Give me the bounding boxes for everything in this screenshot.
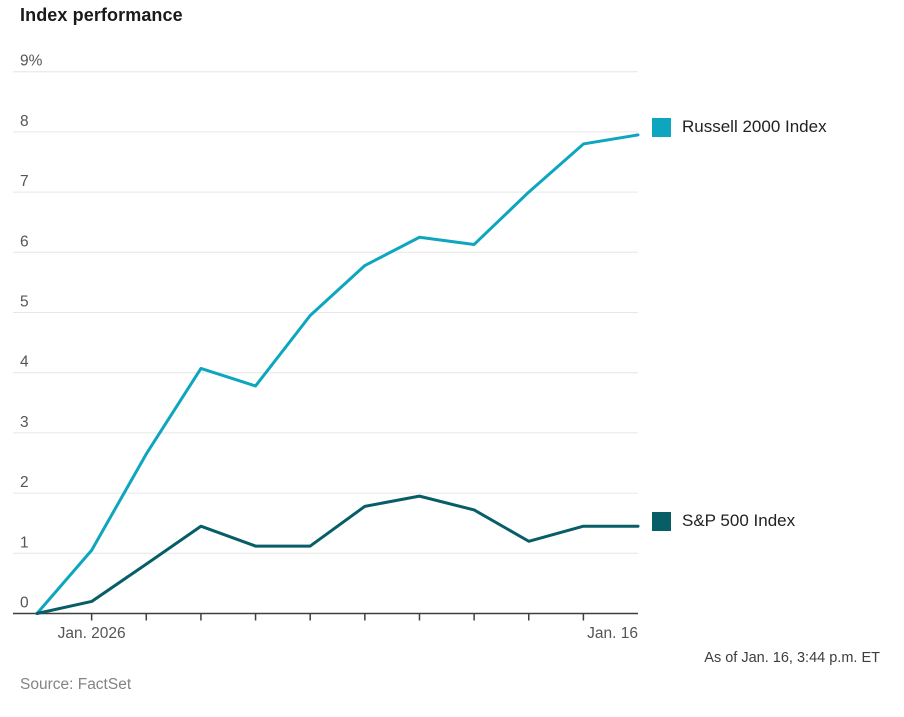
y-tick-label: 9% xyxy=(20,53,43,70)
y-tick-label: 0 xyxy=(20,595,29,612)
y-tick-label: 8 xyxy=(20,113,29,130)
as-of-timestamp: As of Jan. 16, 3:44 p.m. ET xyxy=(704,650,880,666)
y-tick-label: 1 xyxy=(20,534,29,551)
legend-label-sp500: S&P 500 Index xyxy=(682,511,796,530)
y-tick-label: 2 xyxy=(20,474,29,491)
y-axis-labels: 0 1 2 3 4 5 6 7 8 9% xyxy=(20,53,43,612)
y-tick-label: 7 xyxy=(20,173,29,190)
y-tick-label: 6 xyxy=(20,233,29,250)
sp500-line xyxy=(35,494,640,615)
chart-title: Index performance xyxy=(20,5,183,25)
y-tick-label: 3 xyxy=(20,414,29,431)
source-note: Source: FactSet xyxy=(20,676,132,693)
legend-swatch-sp500-icon xyxy=(652,511,671,531)
legend-item-russell-2000: Russell 2000 Index xyxy=(652,117,827,137)
x-tick-label-start: Jan. 2026 xyxy=(58,625,126,642)
x-tick-label-end: Jan. 16 xyxy=(587,625,638,642)
y-tick-label: 5 xyxy=(20,294,29,311)
x-axis-ticks xyxy=(90,613,585,621)
gridlines xyxy=(13,71,638,615)
legend-swatch-russell-2000-icon xyxy=(652,117,671,137)
legend-label-russell-2000: Russell 2000 Index xyxy=(682,117,827,136)
y-tick-label: 4 xyxy=(20,354,29,371)
russell-2000-line xyxy=(35,133,640,615)
legend-item-sp500: S&P 500 Index xyxy=(652,511,795,531)
